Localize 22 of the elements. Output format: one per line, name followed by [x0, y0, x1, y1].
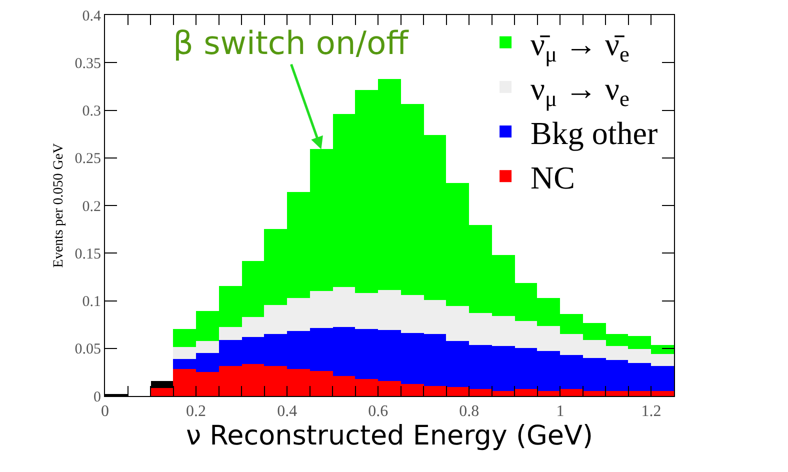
y-tick-label: 0.25	[74, 151, 101, 168]
y-tick-label: 0.15	[74, 246, 101, 262]
x-tick-label: 1	[556, 403, 564, 420]
legend-label: Bkg other	[530, 114, 658, 151]
y-tick-label: 0.2	[82, 198, 101, 215]
x-axis-title: ν Reconstructed Energy (GeV)	[186, 420, 594, 452]
y-axis-title: Events per 0.050 GeV	[51, 143, 66, 268]
x-tick-label: 0.6	[368, 403, 388, 420]
y-tick-label: 0.1	[82, 294, 101, 310]
x-tick-label: 0.4	[277, 403, 298, 420]
x-tick-label: 0.2	[186, 403, 206, 420]
x-tick-label: 1.2	[641, 403, 662, 420]
legend-label: ν̄$_{μ}$ → ν̄$_{e}$	[530, 26, 630, 66]
y-tick-label: 0	[94, 389, 101, 406]
y-tick-label: 0.35	[74, 56, 101, 72]
y-tick-label: 0.4	[82, 8, 102, 24]
y-tick-label: 0.3	[82, 104, 101, 120]
annotation: β switch on/off	[173, 24, 410, 62]
legend-label: ν$_{μ}$ → ν$_{e}$	[530, 70, 630, 112]
legend-label: NC	[530, 160, 575, 196]
y-tick-label: 0.05	[74, 342, 101, 358]
x-tick-label: 0.8	[459, 403, 480, 420]
